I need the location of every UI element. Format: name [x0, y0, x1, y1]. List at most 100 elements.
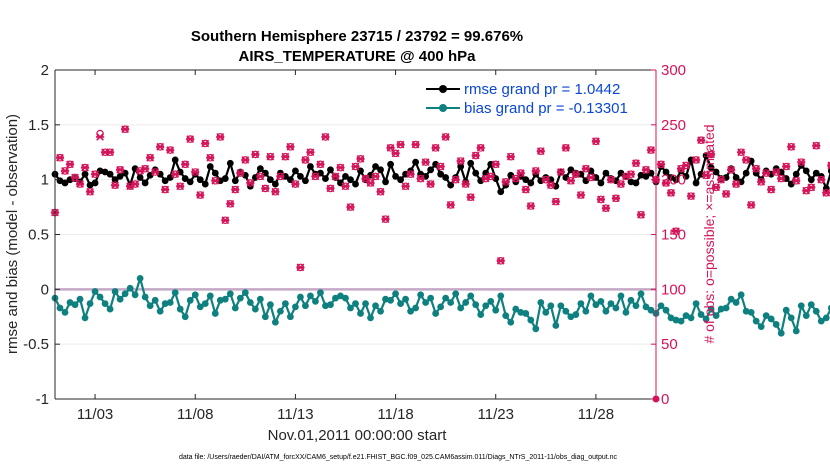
data-point: [607, 300, 615, 307]
obs-assimilated-marker: [476, 143, 485, 152]
data-point: [286, 313, 294, 321]
data-point: [472, 301, 480, 309]
obs-assimilated-marker: [456, 157, 465, 165]
obs-assimilated-marker: [737, 148, 746, 157]
obs-assimilated-marker: [506, 152, 515, 161]
data-point: [297, 293, 304, 301]
obs-assimilated-marker: [596, 195, 606, 204]
x-tick-label: 11/03: [77, 406, 113, 423]
obs-assimilated-marker: [661, 179, 671, 187]
obs-assimilated-marker: [747, 201, 756, 209]
data-point: [792, 170, 800, 178]
obs-assimilated-marker: [782, 162, 791, 171]
data-point: [106, 305, 114, 313]
data-point: [387, 160, 394, 168]
data-point: [221, 295, 229, 303]
obs-assimilated-marker: [767, 185, 776, 194]
obs-assimilated-marker: [105, 148, 115, 157]
obs-assimilated-marker: [55, 153, 65, 162]
obs-assimilated-marker: [90, 170, 100, 179]
obs-assimilated-marker: [576, 191, 585, 199]
data-point: [702, 315, 710, 323]
data-point: [352, 300, 359, 307]
data-point: [542, 308, 550, 316]
obs-assimilated-marker: [706, 150, 716, 159]
data-point: [241, 289, 249, 297]
legend-marker-bias: [439, 104, 447, 112]
data-point: [527, 316, 535, 324]
obs-assimilated-marker: [581, 164, 590, 173]
data-point: [71, 301, 79, 309]
obs-assimilated-marker: [161, 185, 170, 194]
obs-assimilated-marker: [421, 158, 430, 166]
obs-assimilated-marker: [701, 171, 711, 180]
obs-assimilated-marker: [757, 177, 766, 186]
data-point: [121, 290, 129, 298]
data-point: [422, 299, 430, 306]
data-point: [231, 177, 239, 185]
obs-assimilated-marker: [616, 180, 626, 188]
obs-assimilated-marker: [231, 185, 240, 194]
data-point: [347, 304, 354, 312]
obs-assimilated-marker: [366, 179, 375, 187]
obs-assimilated-marker: [762, 169, 771, 177]
obs-assimilated-marker: [351, 162, 360, 171]
data-point: [467, 292, 475, 300]
obs-assimilated-marker: [451, 175, 460, 184]
obs-assimilated-marker: [636, 210, 646, 219]
data-point: [742, 169, 750, 177]
obs-assimilated-marker: [111, 181, 120, 190]
obs-assimilated-marker: [311, 172, 320, 181]
obs-assimilated-marker: [326, 184, 335, 193]
data-point: [206, 163, 214, 170]
obs-assimilated-marker: [171, 170, 180, 179]
data-point: [812, 307, 820, 315]
data-point: [642, 303, 650, 311]
data-point: [822, 314, 830, 322]
obs-assimilated-marker: [626, 170, 636, 179]
data-point: [146, 302, 154, 310]
data-point: [196, 176, 204, 184]
data-point: [81, 314, 89, 322]
data-point: [141, 293, 149, 301]
y-tick-label-left: -0.5: [23, 336, 49, 353]
obs-assimilated-marker: [186, 135, 195, 143]
obs-assimilated-marker: [491, 160, 500, 169]
obs-assimilated-marker: [496, 256, 505, 265]
obs-assimilated-marker: [817, 175, 826, 184]
data-point: [342, 172, 349, 180]
data-point: [772, 321, 780, 328]
data-point: [196, 303, 204, 311]
data-point: [557, 302, 565, 310]
obs-assimilated-marker: [206, 153, 215, 162]
series-group: [50, 125, 830, 272]
data-point: [96, 293, 104, 301]
data-point: [707, 164, 715, 172]
y-tick-label-right: 250: [661, 117, 686, 134]
data-point: [281, 300, 289, 307]
y-tick-label-right: 0: [661, 391, 669, 408]
data-point: [492, 306, 500, 314]
data-point: [181, 313, 189, 321]
data-point: [572, 311, 580, 318]
data-point: [792, 327, 800, 335]
obs-assimilated-marker: [521, 185, 530, 194]
y-tick-label-right: 50: [661, 336, 678, 353]
data-point: [642, 172, 650, 180]
obs-assimilated-marker: [436, 162, 445, 171]
data-point: [256, 295, 264, 303]
data-point: [522, 310, 530, 317]
obs-assimilated-marker: [526, 202, 535, 210]
obs-assimilated-marker: [446, 201, 455, 209]
obs-assimilated-marker: [201, 139, 210, 148]
data-point: [91, 288, 99, 295]
data-point: [412, 304, 419, 312]
data-point: [407, 307, 414, 315]
data-point: [166, 299, 174, 306]
data-point: [156, 307, 164, 315]
obs-assimilated-marker: [401, 182, 410, 191]
obs-assimilated-marker: [316, 160, 325, 169]
data-point: [276, 307, 284, 315]
data-point: [732, 299, 740, 306]
data-point: [136, 174, 144, 181]
